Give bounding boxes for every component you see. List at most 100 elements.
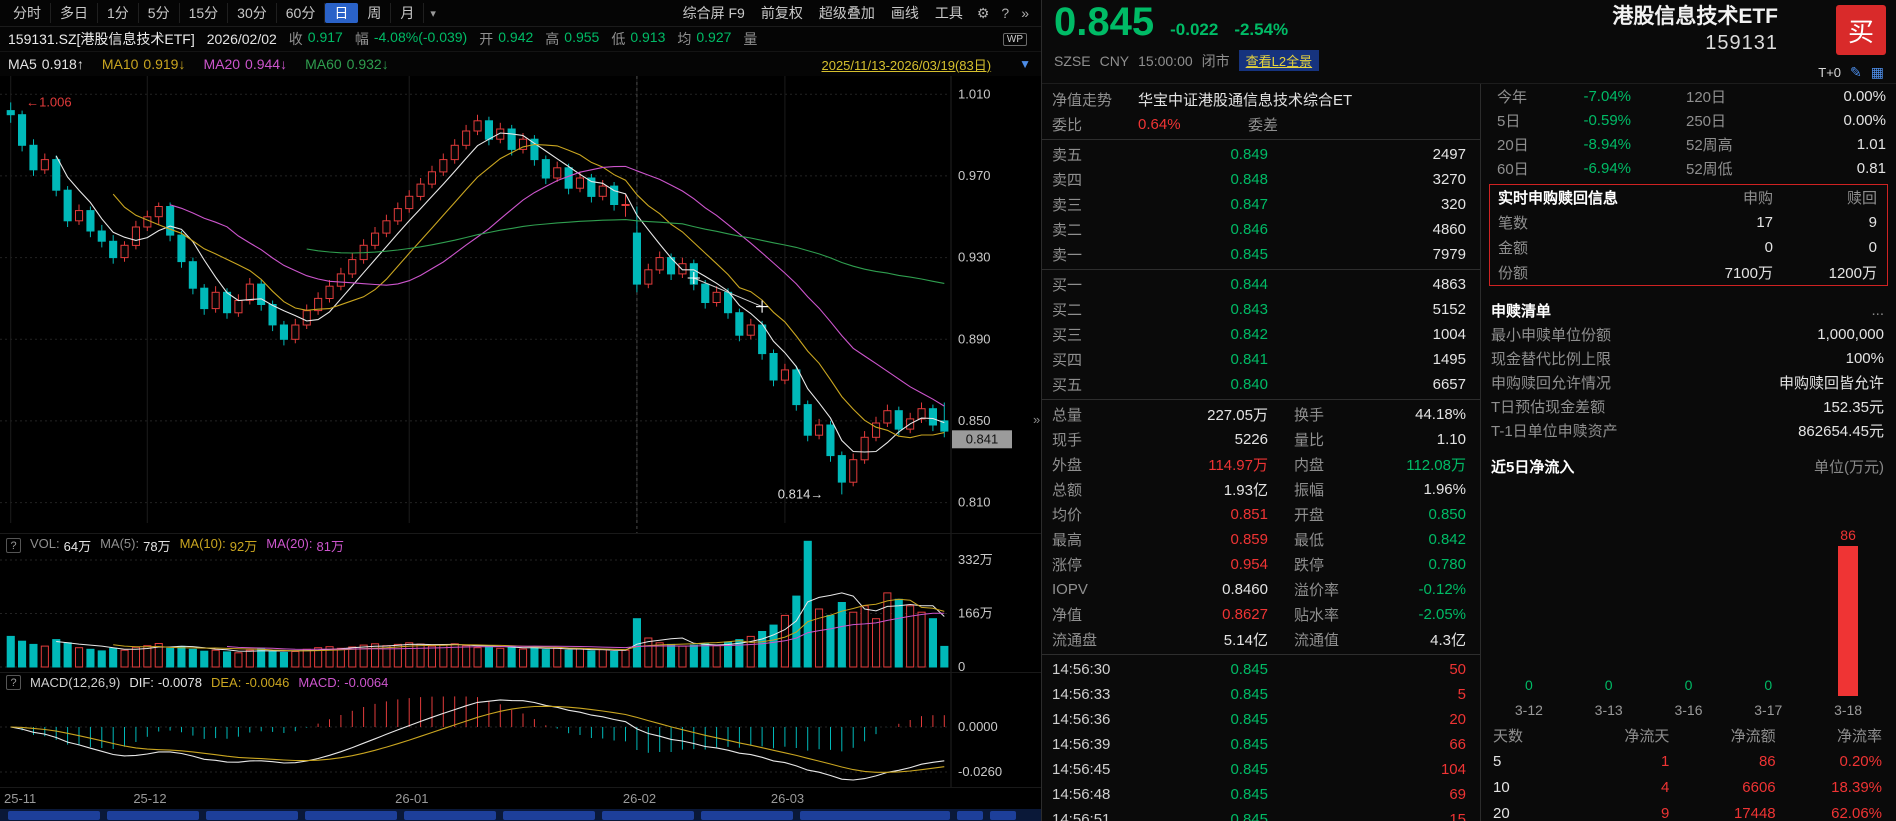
l2-panorama-link[interactable]: 查看L2全景	[1238, 50, 1320, 71]
svg-text:0.0000: 0.0000	[958, 719, 998, 734]
svg-text:0.814→: 0.814→	[778, 486, 824, 501]
period-tab[interactable]: 多日	[51, 3, 98, 23]
panel-collapse-handle[interactable]: »	[1033, 412, 1041, 427]
tick-row: 14:56:39 0.845 66	[1052, 736, 1466, 753]
x-axis-labels: 25-11 25-12 26-01 26-02 26-03	[0, 787, 1041, 809]
bid-row[interactable]: 买五 0.840 6657	[1052, 376, 1466, 394]
svg-text:332万: 332万	[958, 552, 993, 567]
tick-row: 14:56:45 0.845 104	[1052, 761, 1466, 778]
menu-draw-line[interactable]: 画线	[890, 5, 919, 21]
ask-row[interactable]: 卖三 0.847 320	[1052, 196, 1466, 214]
svg-text:0.841: 0.841	[966, 431, 999, 446]
period-tab[interactable]: 分时	[4, 3, 51, 23]
realtime-box-row: 笔数 17 9	[1498, 214, 1877, 232]
x-axis-label: 26-02	[622, 791, 657, 806]
net-flow-value: 0	[1764, 677, 1773, 693]
bottom-tab[interactable]	[503, 810, 595, 820]
wp-badge[interactable]: WP	[1002, 32, 1027, 46]
bottom-tab[interactable]	[990, 810, 1016, 820]
chart-column: 分时 多日 1分 5分 15分 30分 60分 日 周 月 ▾ 综合屏 F9 前…	[0, 0, 1042, 821]
period-tab[interactable]: 月	[391, 3, 425, 23]
buy-button[interactable]: 买	[1836, 5, 1886, 55]
tick-row: 14:56:30 0.845 50	[1052, 661, 1466, 678]
net-flow-day: 3-18	[1834, 702, 1863, 718]
candlestick-chart[interactable]: 1.010 0.970 0.930 0.890 0.850 0.810 ←1.006 0.81…	[0, 76, 1041, 533]
bid-row[interactable]: 买二 0.843 5152	[1052, 301, 1466, 319]
ma-indicator-bar: MA5 0.918↑ MA10 0.919↓ MA20 0.944↓ MA60 0.93…	[0, 52, 1041, 76]
more-chevron-icon[interactable]: »	[1021, 5, 1029, 21]
quote-region: 0.845 -0.022 -2.54% SZSE CNY 15:00:00 闭市…	[1042, 0, 1896, 821]
ask-row[interactable]: 卖二 0.846 4860	[1052, 221, 1466, 239]
bid-row[interactable]: 买一 0.844 4863	[1052, 276, 1466, 294]
unit-label: 单位(万元)	[1814, 458, 1884, 476]
bottom-tab[interactable]	[8, 810, 100, 820]
t0-toolbar: T+0 ✎ ▦	[1818, 64, 1884, 81]
list-row: T日预估现金差额 152.35元	[1491, 398, 1884, 416]
period-tab-day-active[interactable]: 日	[325, 3, 359, 23]
realtime-box-row: 金额 0 0	[1498, 239, 1877, 257]
svg-text:0.970: 0.970	[958, 168, 991, 183]
net-flow-value: 0	[1684, 677, 1693, 693]
bottom-tab[interactable]	[602, 810, 694, 820]
menu-adjust-mode[interactable]: 前复权	[760, 5, 803, 21]
period-tab[interactable]: 5分	[139, 3, 180, 23]
period-more-caret[interactable]: ▾	[430, 7, 436, 20]
tick-row: 14:56:51 0.845 15	[1052, 811, 1466, 821]
flow-table-row: 5 1 86 0.20%	[1493, 752, 1882, 770]
menu-composite-screen[interactable]: 综合屏 F9	[682, 5, 745, 21]
date-range-link[interactable]: 2025/11/13-2026/03/19(83日)	[821, 57, 992, 73]
realtime-box-row: 份额 7100万 1200万	[1498, 265, 1877, 282]
edit-icon[interactable]: ✎	[1850, 64, 1862, 80]
ask-row[interactable]: 卖一 0.845 7979	[1052, 246, 1466, 264]
order-book-panel: 净值走势 华宝中证港股通信息技术综合ET 委比 0.64% 委差 卖五 0.849 249…	[1042, 84, 1480, 821]
settings-gear-icon[interactable]: ⚙	[976, 4, 990, 21]
help-icon[interactable]: ?	[1001, 5, 1010, 21]
grid-icon[interactable]: ▦	[1870, 64, 1884, 80]
bottom-tab[interactable]	[206, 810, 298, 820]
filter-funnel-icon[interactable]: ▼	[1019, 57, 1031, 71]
bottom-tab[interactable]	[404, 810, 496, 820]
quote-time: 15:00:00	[1138, 52, 1193, 69]
price-change-percent: -2.54%	[1234, 20, 1289, 39]
ask-row[interactable]: 卖四 0.848 3270	[1052, 171, 1466, 189]
indicator-help-icon[interactable]: ?	[6, 538, 21, 553]
ask-row[interactable]: 卖五 0.849 2497	[1052, 146, 1466, 164]
period-tab[interactable]: 周	[358, 3, 392, 23]
menu-super-overlay[interactable]: 超级叠加	[818, 5, 875, 21]
bid-row[interactable]: 买三 0.842 1004	[1052, 326, 1466, 344]
svg-text:←1.006: ←1.006	[26, 94, 72, 109]
perf-row: 今年 -7.04% 120日 0.00%	[1497, 87, 1886, 106]
security-name: 港股信息技术ETF	[1612, 5, 1778, 28]
x-axis-label: 26-01	[395, 791, 429, 806]
perf-row: 20日 -8.94% 52周高 1.01	[1497, 135, 1886, 154]
close-field: 收 0.917	[288, 29, 343, 47]
volume-panel[interactable]: ? VOL: 64万 MA(5): 78万 MA(10): 92万 MA(20): 81…	[0, 533, 1041, 674]
change-field: 幅 -4.08%(-0.039)	[354, 29, 468, 47]
period-tab[interactable]: 60分	[277, 3, 326, 23]
net-flow-value: 0	[1525, 677, 1533, 693]
menu-tools[interactable]: 工具	[934, 5, 963, 21]
macd-panel[interactable]: ? MACD(12,26,9) DIF: -0.0078 DEA: -0.0046 …	[0, 672, 1041, 788]
bid-row[interactable]: 买四 0.841 1495	[1052, 351, 1466, 369]
fund-full-name: 华宝中证港股通信息技术综合ET	[1138, 92, 1353, 109]
tick-row: 14:56:48 0.845 69	[1052, 786, 1466, 803]
stat-row: 均价 0.851 开盘 0.850	[1052, 506, 1466, 524]
net-flow-column: 86 3-18	[1808, 488, 1888, 722]
more-dots-icon[interactable]: ...	[1871, 301, 1884, 319]
period-tab[interactable]: 1分	[98, 3, 139, 23]
period-tab[interactable]: 30分	[228, 3, 277, 23]
svg-text:166万: 166万	[958, 606, 993, 621]
period-tab[interactable]: 15分	[180, 3, 229, 23]
flow-table-row: 20 9 17448 62.06%	[1493, 804, 1882, 821]
bottom-tab[interactable]	[957, 810, 983, 820]
bottom-tab[interactable]	[701, 810, 793, 820]
tick-row: 14:56:36 0.845 20	[1052, 711, 1466, 728]
indicator-help-icon[interactable]: ?	[6, 675, 21, 690]
net-flow-bar-chart: 0 3-12 0 3-13 0 3-16 0 3-17 86 3-18	[1481, 478, 1896, 722]
bottom-tab[interactable]	[305, 810, 397, 820]
svg-text:-0.0260: -0.0260	[958, 764, 1002, 779]
bottom-tab[interactable]	[107, 810, 199, 820]
ma5-value: MA5 0.918↑	[8, 56, 84, 72]
bottom-tab[interactable]	[800, 810, 950, 820]
